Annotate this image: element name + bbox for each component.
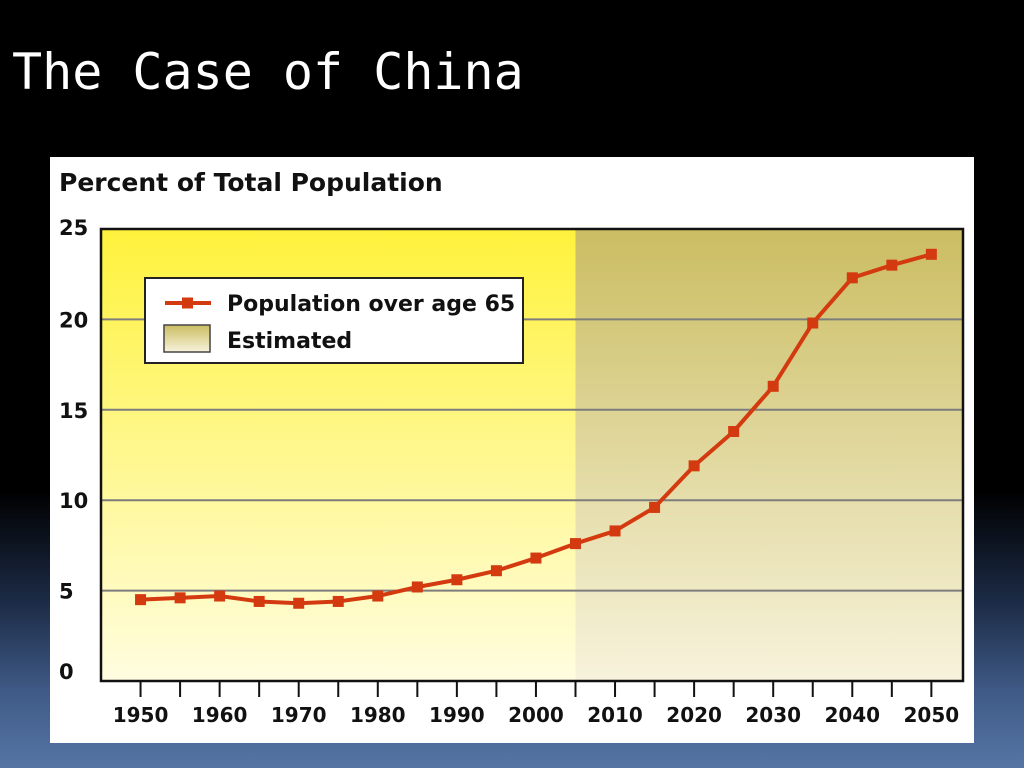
legend-series-label: Population over age 65 xyxy=(227,292,515,317)
data-point xyxy=(293,597,305,609)
x-tick-label: 1950 xyxy=(113,703,169,727)
data-point xyxy=(332,595,344,607)
x-tick-label: 2020 xyxy=(666,703,722,727)
y-tick-label: 10 xyxy=(59,489,88,513)
x-tick-label: 2030 xyxy=(745,703,801,727)
data-point xyxy=(925,248,937,260)
data-point xyxy=(649,501,661,513)
x-tick-label: 1980 xyxy=(350,703,406,727)
data-point xyxy=(807,317,819,329)
x-tick-label: 1970 xyxy=(271,703,327,727)
data-point xyxy=(609,525,621,537)
data-point xyxy=(846,272,858,284)
data-point xyxy=(174,592,186,604)
legend-estimated-label: Estimated xyxy=(227,329,352,354)
data-point xyxy=(135,594,147,606)
x-tick-label: 2040 xyxy=(824,703,880,727)
x-tick-label: 1960 xyxy=(192,703,248,727)
estimated-region xyxy=(575,229,963,681)
y-tick-label: 5 xyxy=(59,580,74,604)
x-tick-label: 1990 xyxy=(429,703,485,727)
plot-frame xyxy=(99,227,965,683)
x-tick-label: 2050 xyxy=(904,703,960,727)
slide-title: The Case of China xyxy=(12,43,524,101)
data-point xyxy=(253,595,265,607)
data-point xyxy=(372,590,384,602)
data-point xyxy=(214,590,226,602)
legend-estimated-swatch xyxy=(163,324,211,353)
y-tick-label: 20 xyxy=(59,308,88,332)
x-tick-label: 2000 xyxy=(508,703,564,727)
data-point xyxy=(688,460,700,472)
data-point xyxy=(728,425,740,437)
data-point xyxy=(411,581,423,593)
y-tick-label: 25 xyxy=(59,216,88,240)
data-point xyxy=(569,538,581,550)
data-point xyxy=(451,574,463,586)
chart-card: Percent of Total Population 0 5 10 15 20 25 195… xyxy=(50,157,974,743)
data-point xyxy=(530,552,542,564)
data-point xyxy=(767,380,779,392)
x-tick-label: 2010 xyxy=(587,703,643,727)
y-tick-label: 15 xyxy=(59,399,88,423)
data-point xyxy=(490,565,502,577)
line-chart: Percent of Total Population 0 5 10 15 20 25 195… xyxy=(59,168,965,727)
y-tick-label: 0 xyxy=(59,660,74,684)
data-point xyxy=(886,259,898,271)
legend-marker xyxy=(182,297,193,309)
chart-title: Percent of Total Population xyxy=(59,168,443,197)
